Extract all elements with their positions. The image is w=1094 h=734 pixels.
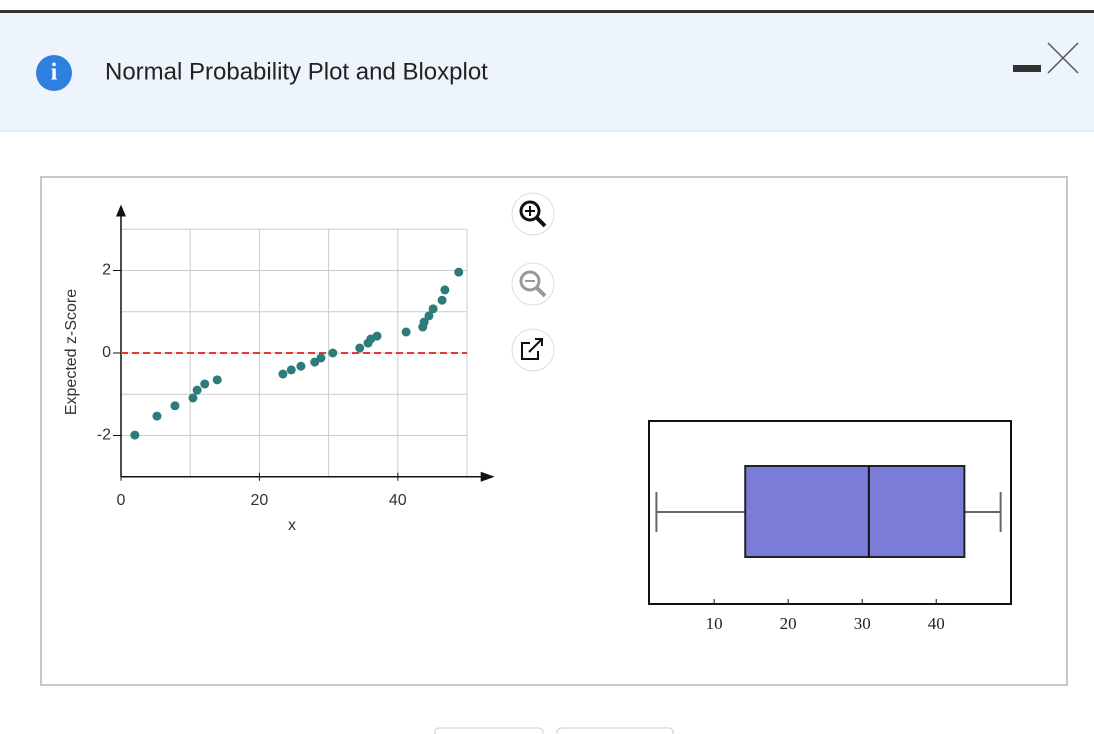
x-tick-label: 40 [928, 614, 945, 633]
data-point [328, 348, 338, 358]
data-point [170, 401, 180, 411]
dialog-title: Normal Probability Plot and Bloxplot [105, 58, 488, 85]
box-icon[interactable] [521, 342, 539, 360]
data-point [278, 369, 288, 379]
data-point [428, 304, 438, 314]
data-point [212, 375, 222, 385]
zoom-in-button[interactable] [511, 192, 555, 236]
footer-button[interactable] [434, 727, 544, 734]
x-tick-label: 0 [117, 492, 126, 509]
x-tick-label: 10 [706, 614, 723, 633]
data-point [188, 393, 198, 403]
footer-button[interactable] [556, 727, 674, 734]
lens[interactable] [519, 200, 541, 222]
zoom-out-button[interactable] [511, 262, 555, 306]
y-axis-arrow [116, 204, 126, 217]
header-bar [0, 10, 1094, 131]
plus[interactable] [525, 206, 535, 216]
y-tick-label: 0 [102, 344, 111, 361]
x-tick-label: 20 [251, 492, 269, 509]
minimize-button[interactable] [1013, 65, 1041, 72]
close-stroke[interactable] [1047, 42, 1079, 74]
y-axis-title: Expected z-Score [63, 289, 80, 415]
data-point [424, 311, 434, 321]
button-circle[interactable] [511, 192, 555, 236]
data-point [419, 317, 429, 327]
button-circle[interactable] [511, 328, 555, 372]
y-tick-label: 2 [102, 262, 111, 279]
data-point [192, 385, 202, 395]
handle[interactable] [535, 216, 547, 228]
data-point [130, 430, 140, 440]
handle[interactable] [535, 286, 547, 298]
box [744, 465, 966, 558]
info-icon-glyph: i [51, 60, 58, 86]
x-tick-label: 30 [854, 614, 871, 633]
data-point [440, 285, 450, 295]
open-external-button[interactable] [511, 328, 555, 372]
data-point [372, 331, 382, 341]
button-circle[interactable] [511, 262, 555, 306]
data-point [286, 365, 296, 375]
arrow-icon[interactable] [528, 338, 543, 353]
data-point [296, 361, 306, 371]
info-icon [36, 55, 72, 91]
x-tick-label: 40 [389, 492, 407, 509]
close-button[interactable] [1047, 42, 1079, 74]
lens[interactable] [519, 270, 541, 292]
data-point [200, 379, 210, 389]
x-tick-label: 20 [780, 614, 797, 633]
data-point [401, 327, 411, 337]
x-axis-arrow [480, 471, 495, 482]
data-point [355, 343, 365, 353]
data-point [454, 267, 464, 277]
data-point [152, 411, 162, 421]
data-point [316, 353, 326, 363]
top-border [0, 10, 1094, 13]
x-axis-title: x [288, 517, 296, 534]
data-point [437, 295, 447, 305]
y-tick-label: -2 [97, 427, 111, 444]
